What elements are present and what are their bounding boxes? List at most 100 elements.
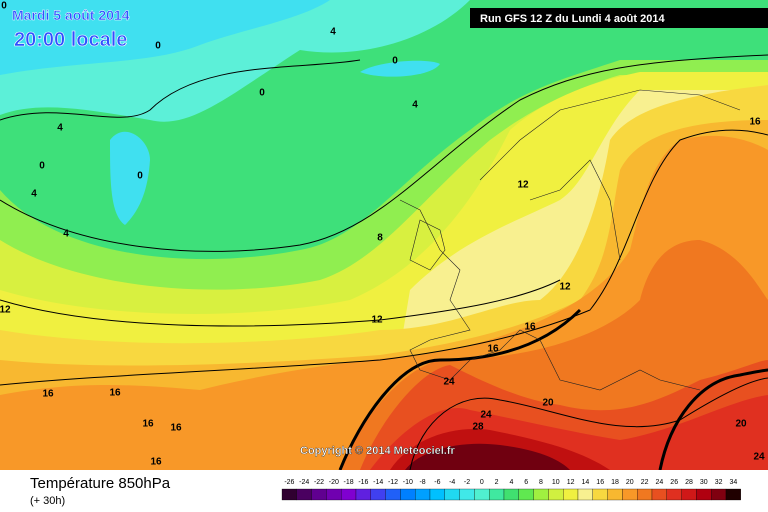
legend-swatch <box>725 488 741 501</box>
contour-label: 16 <box>150 457 162 468</box>
legend-label: -20 <box>329 479 339 486</box>
legend-label: 12 <box>567 479 575 486</box>
legend-swatch <box>711 488 727 501</box>
legend-swatch <box>296 488 312 501</box>
contour-label: 4 <box>31 189 37 200</box>
contour-label: 0 <box>392 56 398 67</box>
legend-swatch <box>489 488 505 501</box>
legend-label: 18 <box>611 479 619 486</box>
legend-swatch <box>637 488 653 501</box>
coastline <box>479 89 741 181</box>
legend-label: 20 <box>626 479 634 486</box>
contour-label: 8 <box>377 233 383 244</box>
legend-label: -6 <box>434 479 440 486</box>
legend-swatch <box>592 488 608 501</box>
legend-label: 34 <box>730 479 738 486</box>
legend-swatch <box>444 488 460 501</box>
contour-label: 16 <box>170 423 182 434</box>
contour-label: 20 <box>735 419 747 430</box>
legend-label: -8 <box>419 479 425 486</box>
contour-label: 16 <box>142 419 154 430</box>
field-darkest-red <box>405 443 570 470</box>
legend-label: -4 <box>449 479 455 486</box>
contour-label: 0 <box>137 171 143 182</box>
map-field <box>0 0 768 471</box>
coastline <box>529 159 621 261</box>
contour-label: 24 <box>753 452 765 463</box>
legend-swatch <box>563 488 579 501</box>
legend-swatch <box>474 488 490 501</box>
contour-label: 20 <box>542 398 554 409</box>
legend-swatch <box>518 488 534 501</box>
legend-label: -2 <box>464 479 470 486</box>
legend-label: 8 <box>539 479 543 486</box>
legend-label: 6 <box>524 479 528 486</box>
legend-swatch <box>341 488 357 501</box>
legend-label: -12 <box>388 479 398 486</box>
contour-label: 4 <box>57 123 63 134</box>
legend-label: 2 <box>495 479 499 486</box>
legend-swatch <box>281 488 297 501</box>
run-info: Run GFS 12 Z du Lundi 4 août 2014 <box>480 13 665 25</box>
legend-swatch <box>415 488 431 501</box>
legend-label: -18 <box>344 479 354 486</box>
contour-label: 4 <box>412 100 418 111</box>
legend-swatch <box>355 488 371 501</box>
legend-swatch <box>651 488 667 501</box>
contour-label: 0 <box>155 41 161 52</box>
contour-label: 12 <box>559 282 571 293</box>
run-box <box>470 8 768 28</box>
legend-label: 0 <box>480 479 484 486</box>
contour-label: 16 <box>487 344 499 355</box>
legend-label: -24 <box>299 479 309 486</box>
contour-label: 0 <box>1 1 7 12</box>
date-box <box>8 10 148 26</box>
contour-label: 16 <box>524 322 536 333</box>
legend-swatch <box>400 488 416 501</box>
legend-swatch <box>503 488 519 501</box>
contour-line-bold <box>338 308 582 471</box>
date: Mardi 5 août 2014 <box>12 7 130 23</box>
legend-label: 22 <box>641 479 649 486</box>
contour-label: 24 <box>480 410 492 421</box>
legend-label: 32 <box>715 479 723 486</box>
legend-label: 26 <box>670 479 678 486</box>
contour-line <box>0 59 361 121</box>
field-greenland-cold <box>110 131 150 225</box>
footer-title: Température 850hPa <box>30 475 171 492</box>
legend-label: -22 <box>314 479 324 486</box>
legend-swatch <box>548 488 564 501</box>
contour-label: 24 <box>443 377 455 388</box>
legend-swatch <box>607 488 623 501</box>
contour-line <box>409 377 768 471</box>
local-time: 20:00 locale <box>14 29 127 51</box>
legend-swatch <box>429 488 445 501</box>
legend-label: -16 <box>358 479 368 486</box>
legend-label: 10 <box>552 479 560 486</box>
coastline <box>409 219 446 271</box>
contour-label: 28 <box>472 422 484 433</box>
legend-label: 4 <box>509 479 513 486</box>
legend-swatch <box>696 488 712 501</box>
coastline <box>399 199 701 391</box>
contour-label: 4 <box>63 229 69 240</box>
contour-label: 12 <box>517 180 529 191</box>
legend-label: 30 <box>700 479 708 486</box>
contour-label: 16 <box>109 388 121 399</box>
copyright: Copyright © 2014 Meteociel.fr <box>300 445 456 457</box>
legend-label: -14 <box>373 479 383 486</box>
legend-label: 14 <box>582 479 590 486</box>
legend-label: -26 <box>284 479 294 486</box>
legend-label: 16 <box>596 479 604 486</box>
contours <box>0 54 768 471</box>
contour-label: 16 <box>42 389 54 400</box>
legend-swatch <box>370 488 386 501</box>
legend-swatch <box>666 488 682 501</box>
legend-label: 28 <box>685 479 693 486</box>
contour-line-bold <box>658 368 768 471</box>
legend-swatch <box>622 488 638 501</box>
legend-swatch <box>681 488 697 501</box>
contour-line <box>0 129 768 386</box>
legend-swatch <box>459 488 475 501</box>
